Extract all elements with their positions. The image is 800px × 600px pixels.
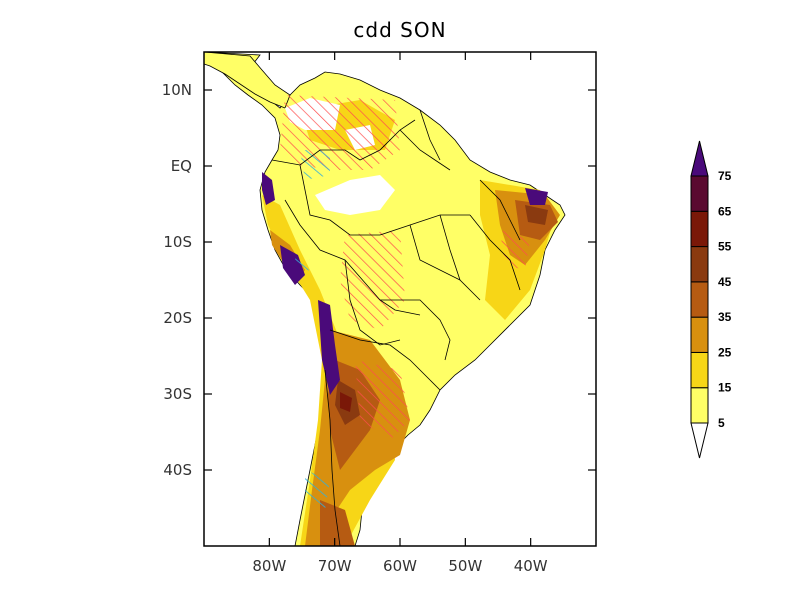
colorbar-label: 45 xyxy=(718,275,732,289)
colorbar-under-triangle xyxy=(690,422,709,459)
colorbar-swatch xyxy=(690,316,709,353)
hatch-cyan-west xyxy=(300,150,330,180)
x-tick-label: 60W xyxy=(383,557,417,575)
y-tick-label: EQ xyxy=(171,157,192,175)
contour-over-75-andes xyxy=(280,245,305,285)
colorbar-label: 65 xyxy=(718,204,732,218)
hatch-red-north xyxy=(280,95,400,170)
contour-35-45-patagonia xyxy=(320,500,355,546)
colorbar-swatch xyxy=(690,246,709,283)
contour-under-5-amazon xyxy=(315,175,395,215)
y-tick-label: 10S xyxy=(163,233,192,251)
x-tick-label: 40W xyxy=(514,557,548,575)
y-tick-label: 20S xyxy=(163,309,192,327)
contour-over-75-chile xyxy=(318,300,340,395)
hatch-red-south xyxy=(355,360,410,440)
x-tick-label: 80W xyxy=(252,557,286,575)
colorbar-swatch xyxy=(690,281,709,318)
map-title: cdd SON xyxy=(353,18,447,42)
colorbar: 5 15 25 35 45 55 65 75 xyxy=(690,140,732,459)
colorbar-label: 35 xyxy=(718,310,732,324)
x-axis: 80W 70W 60W 50W 40W xyxy=(252,52,548,575)
contour-45-55-northeast xyxy=(525,205,548,225)
contour-over-75-peru-coast xyxy=(262,172,275,205)
colorbar-label: 5 xyxy=(718,416,725,430)
hatching xyxy=(280,95,530,510)
hatch-red-central xyxy=(340,230,405,330)
hatch-red-northeast xyxy=(500,230,530,270)
colorbar-label: 55 xyxy=(718,240,732,254)
x-tick-label: 70W xyxy=(318,557,352,575)
colorbar-swatch xyxy=(690,175,709,212)
y-tick-label: 30S xyxy=(163,385,192,403)
colorbar-over-triangle xyxy=(690,140,709,177)
y-axis: 10N EQ 10S 20S 30S 40S xyxy=(162,81,596,479)
y-tick-label: 40S xyxy=(163,461,192,479)
colorbar-swatch xyxy=(690,387,709,424)
country-borders xyxy=(271,109,521,546)
colorbar-label: 25 xyxy=(718,345,732,359)
x-tick-label: 50W xyxy=(448,557,482,575)
colorbar-swatch xyxy=(690,351,709,389)
colorbar-label: 15 xyxy=(718,381,732,395)
hatch-cyan-andes xyxy=(295,255,310,275)
map-content xyxy=(204,52,566,546)
colorbar-swatch xyxy=(690,210,709,248)
central-america-land xyxy=(204,52,291,109)
hatch-cyan-patagonia xyxy=(305,470,330,510)
contour-55-65-south xyxy=(340,392,352,412)
contour-over-75-northeast xyxy=(525,188,548,205)
colorbar-label: 75 xyxy=(718,169,732,183)
y-tick-label: 10N xyxy=(162,81,192,99)
